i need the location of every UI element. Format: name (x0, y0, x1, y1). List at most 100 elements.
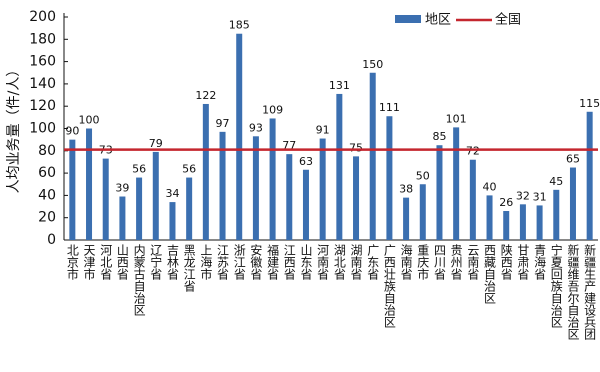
x-tick-label: 山西省 (115, 244, 129, 280)
x-tick-label: 内蒙古自治区 (132, 244, 146, 316)
y-tick-label: 40 (38, 187, 56, 203)
legend-swatch (395, 15, 421, 23)
x-tick-label: 广西壮族自治区 (382, 244, 396, 328)
x-tick-label: 西藏自治区 (483, 244, 497, 304)
x-tick-label: 贵州省 (449, 244, 463, 280)
x-tick-label: 福建省 (266, 243, 280, 280)
value-label: 79 (149, 137, 163, 150)
bar (503, 211, 510, 240)
value-label: 72 (466, 145, 480, 158)
bar (536, 205, 543, 240)
x-tick-label: 吉林省 (165, 244, 179, 280)
x-tick-label: 北京市 (65, 244, 79, 280)
value-label: 75 (349, 141, 363, 154)
bar (252, 136, 259, 240)
bar (86, 128, 93, 240)
bar (269, 118, 276, 240)
x-tick-label: 海南省 (399, 243, 413, 280)
y-tick-label: 60 (38, 165, 56, 181)
value-label: 91 (316, 124, 330, 137)
y-tick-label: 80 (38, 143, 56, 159)
y-tick-label: 100 (29, 121, 56, 137)
y-tick-label: 180 (29, 31, 56, 47)
x-tick-label: 宁夏回族自治区 (549, 243, 563, 328)
bar (236, 33, 243, 240)
bar (353, 156, 360, 240)
value-label: 100 (79, 114, 100, 127)
x-tick-label: 云南省 (466, 244, 480, 280)
x-tick-label: 江西省 (282, 244, 296, 280)
bar (286, 154, 293, 240)
x-tick-label: 天津市 (82, 244, 96, 280)
bar (436, 145, 443, 240)
bar (186, 177, 193, 240)
x-tick-label: 山东省 (299, 244, 313, 280)
x-tick-label: 浙江省 (232, 244, 246, 280)
bar (486, 195, 493, 240)
bar (102, 158, 109, 240)
bar (169, 202, 176, 240)
value-label: 38 (399, 183, 413, 196)
x-tick-label: 安徽省 (249, 243, 263, 280)
bar (202, 103, 209, 240)
bar (319, 138, 326, 240)
x-tick-label: 陕西省 (499, 243, 513, 280)
y-tick-label: 120 (29, 98, 56, 114)
value-label: 32 (516, 189, 530, 202)
value-label: 50 (416, 169, 430, 182)
x-tick-label: 青海省 (533, 244, 547, 280)
bar (152, 151, 159, 240)
y-tick-label: 160 (29, 54, 56, 70)
bar (519, 204, 526, 240)
bar (569, 167, 576, 240)
value-label: 101 (446, 112, 467, 125)
value-label: 40 (483, 180, 497, 193)
value-label: 131 (329, 79, 350, 92)
bar (553, 189, 560, 240)
value-label: 34 (165, 187, 179, 200)
bar (219, 131, 226, 240)
x-tick-label: 江苏省 (216, 244, 230, 280)
bar (369, 72, 376, 240)
bar (586, 111, 593, 241)
value-label: 111 (379, 101, 400, 114)
y-axis-label: 人均业务量（件/人） (6, 63, 22, 194)
value-label: 45 (549, 175, 563, 188)
x-tick-label: 湖南省 (349, 243, 363, 280)
x-tick-label: 河北省 (99, 244, 113, 280)
y-tick-label: 0 (47, 232, 56, 248)
bar (336, 93, 343, 240)
value-label: 90 (65, 125, 79, 138)
x-tick-label: 新疆维吾尔自治区 (566, 243, 580, 340)
bar (119, 196, 126, 240)
bar (403, 197, 410, 240)
y-tick-label: 20 (38, 210, 56, 226)
legend-label: 地区 (425, 13, 451, 28)
value-label: 122 (195, 89, 216, 102)
value-label: 150 (362, 58, 383, 71)
legend-label: 全国 (495, 12, 521, 28)
bar (453, 127, 460, 240)
x-tick-label: 黑龙江省 (182, 244, 196, 292)
value-label: 185 (229, 19, 250, 32)
x-tick-label: 四川省 (432, 244, 446, 280)
bar (302, 169, 309, 240)
x-tick-label: 新疆生产建设兵团 (583, 243, 597, 341)
value-label: 63 (299, 155, 313, 168)
value-label: 56 (132, 163, 146, 176)
value-label: 31 (533, 190, 547, 203)
value-label: 109 (262, 103, 283, 116)
x-tick-label: 上海市 (199, 244, 213, 280)
value-label: 56 (182, 163, 196, 176)
x-tick-label: 湖北省 (332, 243, 346, 280)
bar (136, 177, 143, 240)
value-label: 93 (249, 121, 263, 134)
value-label: 65 (566, 153, 580, 166)
x-tick-label: 河南省 (316, 244, 330, 280)
x-tick-label: 辽宁省 (149, 244, 163, 280)
y-tick-label: 140 (29, 76, 56, 92)
y-tick-label: 200 (29, 9, 56, 25)
bar (386, 116, 393, 240)
value-label: 39 (115, 182, 129, 195)
